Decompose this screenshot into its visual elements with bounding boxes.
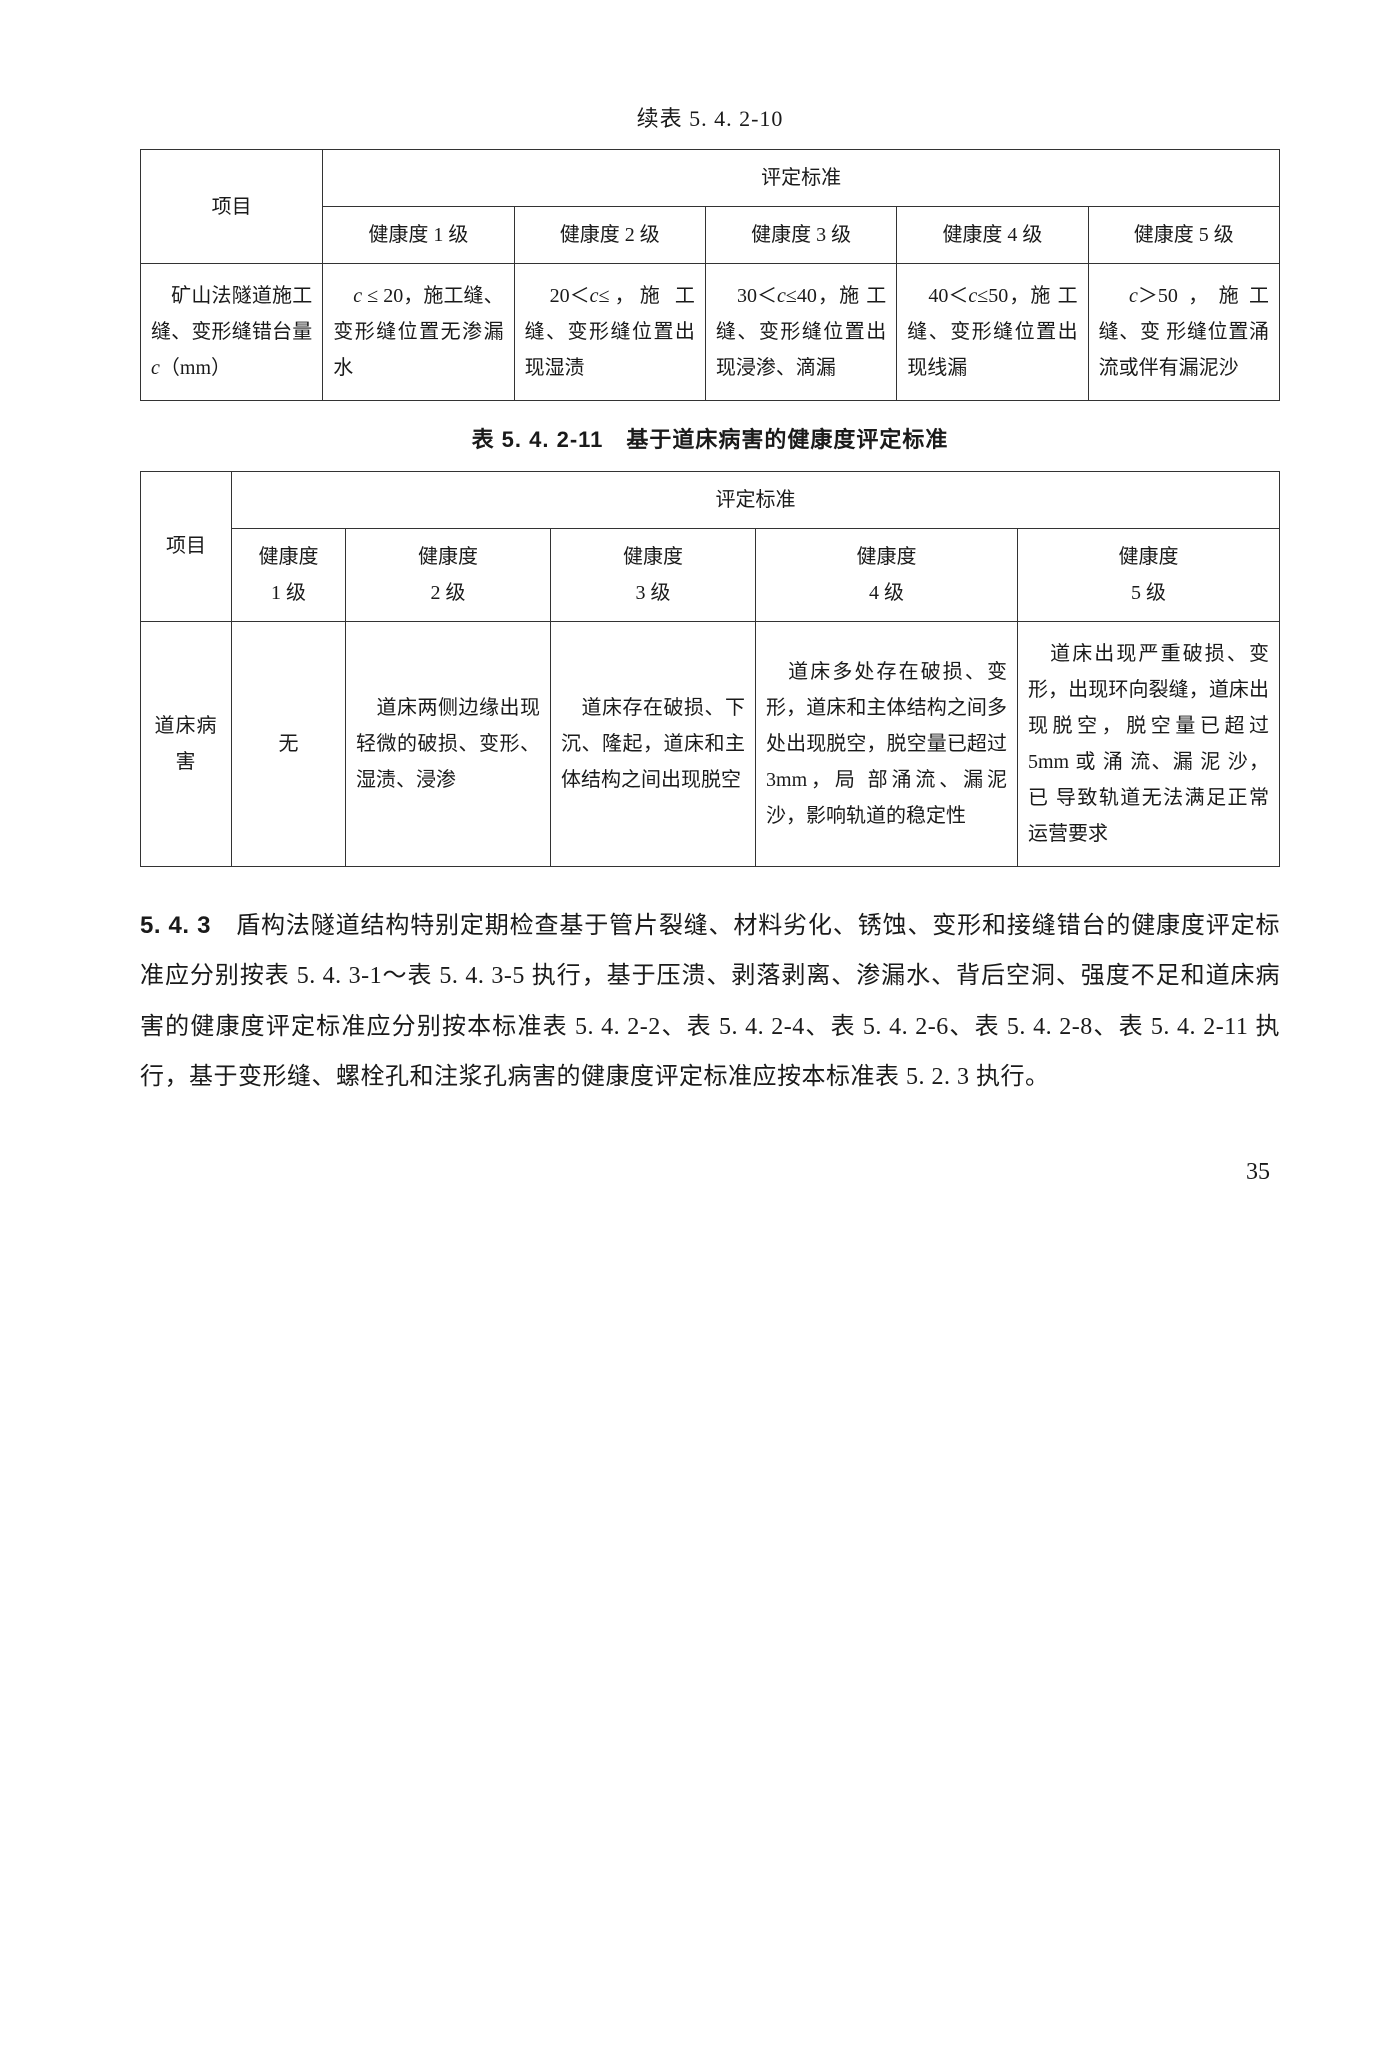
t2-header-item: 项目 <box>141 471 232 621</box>
t2-col-h5: 健康度5 级 <box>1018 528 1280 621</box>
page-number: 35 <box>140 1152 1280 1193</box>
t1-col-h5: 健康度 5 级 <box>1088 207 1279 264</box>
t2-cell-3: 道床存在破损、下沉、隆起，道床和主体结构之间出现脱空 <box>551 621 756 866</box>
t1-col-h3: 健康度 3 级 <box>705 207 896 264</box>
t2-row-label: 道床病害 <box>141 621 232 866</box>
t2-cell-2: 道床两侧边缘出现轻微的破损、变形、湿渍、浸渗 <box>346 621 551 866</box>
t2-cell-4: 道床多处存在破损、变形，道床和主体结构之间多处出现脱空，脱空量已超过 3mm，局… <box>756 621 1018 866</box>
t2-col-h4: 健康度4 级 <box>756 528 1018 621</box>
t2-col-h3: 健康度3 级 <box>551 528 756 621</box>
section-text: 盾构法隧道结构特别定期检查基于管片裂缝、材料劣化、锈蚀、变形和接缝错台的健康度评… <box>140 913 1280 1090</box>
t1-cell-1: c ≤ 20，施工缝、变形缝位置无渗漏水 <box>323 264 514 401</box>
t2-col-h1: 健康度1 级 <box>232 528 346 621</box>
section-5-4-3: 5. 4. 3 盾构法隧道结构特别定期检查基于管片裂缝、材料劣化、锈蚀、变形和接… <box>140 901 1280 1103</box>
table2-caption: 表 5. 4. 2-11 基于道床病害的健康度评定标准 <box>140 421 1280 458</box>
table1-caption: 续表 5. 4. 2-10 <box>140 100 1280 137</box>
t1-col-h2: 健康度 2 级 <box>514 207 705 264</box>
t2-header-span: 评定标准 <box>232 471 1280 528</box>
table2: 项目 评定标准 健康度1 级 健康度2 级 健康度3 级 健康度4 级 健康度5… <box>140 471 1280 867</box>
t1-col-h1: 健康度 1 级 <box>323 207 514 264</box>
t1-cell-2: 20＜c≤，施 工缝、变形缝位置出现湿渍 <box>514 264 705 401</box>
t2-col-h2: 健康度2 级 <box>346 528 551 621</box>
t1-header-span: 评定标准 <box>323 150 1280 207</box>
table1: 项目 评定标准 健康度 1 级 健康度 2 级 健康度 3 级 健康度 4 级 … <box>140 149 1280 401</box>
t1-cell-4: 40＜c≤50，施 工缝、变形缝位置出现线漏 <box>897 264 1088 401</box>
t1-cell-5: c＞50，施工 缝、变 形缝位置涌流或伴有漏泥沙 <box>1088 264 1279 401</box>
t1-row-label: 矿山法隧道施工缝、变形缝错台量 c（mm） <box>141 264 323 401</box>
t1-cell-3: 30＜c≤40，施 工缝、变形缝位置出现浸渗、滴漏 <box>705 264 896 401</box>
t1-col-h4: 健康度 4 级 <box>897 207 1088 264</box>
section-number: 5. 4. 3 <box>140 912 211 939</box>
t1-header-item: 项目 <box>141 150 323 264</box>
t2-cell-1: 无 <box>232 621 346 866</box>
t2-cell-5: 道床出现严重破损、变形，出现环向裂缝，道床出现脱空，脱空量已超过 5mm 或 涌… <box>1018 621 1280 866</box>
